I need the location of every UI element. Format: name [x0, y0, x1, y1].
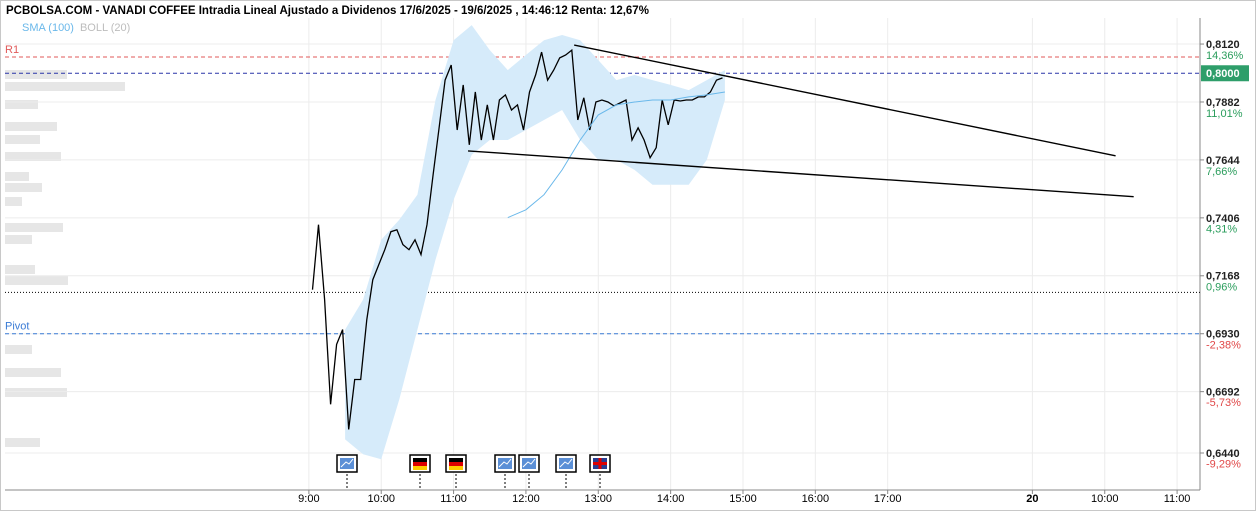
y-tick-label: 0,6440: [1206, 448, 1240, 460]
profile-bar: [5, 345, 32, 354]
x-tick-label: 12:00: [512, 493, 540, 505]
price-line: [311, 48, 723, 430]
event-flag: [522, 458, 536, 468]
bollinger-band: [345, 25, 725, 460]
x-tick-label: 9:00: [298, 493, 319, 505]
profile-bar: [5, 172, 29, 181]
last-price-label: 0,8000: [1206, 68, 1240, 80]
profile-bar: [5, 122, 57, 131]
y2-tick-label: -2,38%: [1206, 339, 1241, 351]
x-tick-label: 14:00: [657, 493, 685, 505]
y-tick-label: 0,7882: [1206, 97, 1240, 109]
profile-bar: [5, 197, 22, 206]
x-tick-label: 13:00: [585, 493, 613, 505]
x-tick-label: 10:00: [1091, 493, 1119, 505]
event-flag: [559, 458, 573, 469]
x-tick-label: 10:00: [367, 493, 395, 505]
level-label: R1: [5, 44, 19, 56]
y2-tick-label: -9,29%: [1206, 459, 1241, 471]
y2-tick-label: 11,01%: [1206, 108, 1243, 120]
y2-tick-label: 4,31%: [1206, 224, 1237, 236]
y2-tick-label: -5,73%: [1206, 397, 1241, 409]
y-tick-label: 0,7168: [1206, 271, 1240, 283]
chart-title: PCBOLSA.COM - VANADI COFFEE Intradia Lin…: [6, 5, 649, 17]
y-tick-label: 0,7406: [1206, 213, 1240, 225]
profile-bar: [5, 388, 67, 397]
x-tick-label: 17:00: [874, 493, 902, 505]
profile-bar: [5, 135, 40, 144]
event-flag: [340, 458, 354, 468]
profile-bar: [5, 265, 35, 274]
event-flag: [498, 458, 512, 469]
profile-bar: [5, 368, 61, 377]
last-price-badge: [1201, 65, 1249, 82]
event-flag: [413, 466, 427, 470]
trend-line: [467, 150, 1134, 198]
event-flag: [449, 462, 463, 466]
x-tick-label: 16:00: [802, 493, 830, 505]
plot: 9:00 10:00 11:00 12:00 13:00 14:00 15:00 16:00 1…: [5, 18, 1249, 505]
event-flag: [522, 458, 536, 469]
profile-bar: [5, 438, 40, 447]
event-flag: [449, 466, 463, 470]
x-tick-label: 11:00: [1164, 493, 1191, 505]
profile-bar: [5, 70, 67, 79]
y2-tick-label: 0,96%: [1206, 282, 1237, 294]
event-flag: [413, 458, 427, 462]
y-tick-label: 0,7644: [1206, 155, 1241, 167]
profile-bar: [5, 235, 32, 244]
profile-bar: [5, 223, 63, 232]
event-flag: [498, 458, 512, 468]
level-label: Pivot: [5, 321, 29, 333]
x-tick-label: 11:00: [440, 493, 467, 505]
profile-bar: [5, 183, 42, 192]
profile-bar: [5, 100, 38, 109]
y-tick-label: 0,8120: [1206, 39, 1240, 51]
legend-entry: BOLL (20): [80, 22, 130, 34]
event-flag: [559, 458, 573, 468]
profile-bar: [5, 152, 61, 161]
y-tick-label: 0,6930: [1206, 329, 1240, 341]
y2-tick-label: 14,36%: [1206, 50, 1244, 62]
profile-bar: [5, 82, 125, 91]
legend-entry: SMA (100): [22, 22, 74, 34]
profile-bar: [5, 276, 68, 285]
event-flag: [449, 458, 463, 462]
event-flag: [340, 458, 354, 469]
y2-tick-label: 7,66%: [1206, 166, 1237, 178]
volume-profile: [5, 70, 125, 447]
x-tick-label: 20: [1026, 493, 1038, 505]
event-flag: [413, 462, 427, 466]
x-tick-label: 15:00: [729, 493, 757, 505]
y-tick-label: 0,6692: [1206, 387, 1240, 399]
sma-line: [507, 91, 725, 219]
trend-line: [574, 44, 1116, 157]
